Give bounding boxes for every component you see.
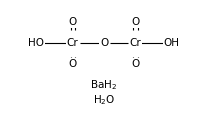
Text: H$_2$O: H$_2$O bbox=[92, 93, 115, 107]
Text: Cr: Cr bbox=[129, 38, 141, 48]
Text: OH: OH bbox=[163, 38, 179, 48]
Text: BaH$_2$: BaH$_2$ bbox=[90, 78, 117, 92]
Text: O: O bbox=[68, 59, 76, 69]
Text: O: O bbox=[131, 59, 139, 69]
Text: HO: HO bbox=[28, 38, 44, 48]
Text: O: O bbox=[68, 17, 76, 27]
Text: O: O bbox=[99, 38, 108, 48]
Text: Cr: Cr bbox=[66, 38, 78, 48]
Text: O: O bbox=[131, 17, 139, 27]
